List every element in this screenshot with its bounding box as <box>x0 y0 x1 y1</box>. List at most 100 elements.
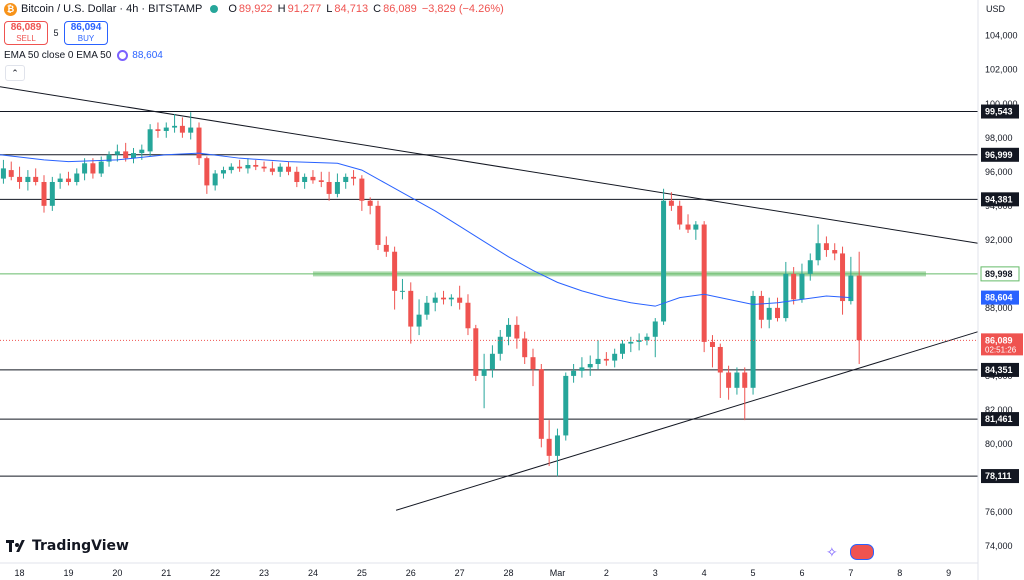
candle-body <box>261 166 267 169</box>
candle-body <box>734 372 740 388</box>
candle <box>383 236 389 257</box>
candle-body <box>123 151 129 159</box>
candle <box>302 173 308 189</box>
candle-body <box>832 250 838 254</box>
ema-line <box>0 152 851 307</box>
price-tick-label: 88,000 <box>985 303 1013 313</box>
support-zone <box>0 271 978 277</box>
candle <box>563 372 569 441</box>
time-tick-label: 22 <box>210 568 220 578</box>
candle <box>448 294 454 307</box>
candle-body <box>701 224 707 342</box>
time-tick-label: 26 <box>406 568 416 578</box>
candle <box>791 267 797 305</box>
candle <box>228 163 234 174</box>
candle-body <box>514 324 520 339</box>
candle <box>269 161 275 176</box>
time-tick-label: 3 <box>653 568 658 578</box>
candle-body <box>277 166 283 172</box>
candle <box>57 173 63 189</box>
time-tick-label: 27 <box>455 568 465 578</box>
candle-body <box>220 170 226 174</box>
indicator-legend[interactable]: EMA 50 close 0 EMA 50 88,604 <box>4 50 163 61</box>
candle-body <box>326 181 332 194</box>
support-zone-price-tag: 89,998 <box>985 269 1013 279</box>
time-tick-label: 28 <box>504 568 514 578</box>
candle <box>318 171 324 188</box>
time-tick-label: 21 <box>161 568 171 578</box>
buy-button[interactable]: 86,094 BUY <box>64 21 108 45</box>
candle <box>856 251 862 364</box>
candle <box>25 170 31 191</box>
candle-body <box>90 163 96 174</box>
collapse-legend-button[interactable]: ⌃ <box>5 65 25 81</box>
currency-label[interactable]: USD <box>986 4 1006 14</box>
candle <box>612 348 618 368</box>
candle-body <box>538 369 544 439</box>
candle-body <box>237 166 243 169</box>
candle-body <box>204 158 210 186</box>
candle <box>571 363 577 383</box>
candle <box>375 200 381 251</box>
support-zone-price-tag-bg <box>980 266 1020 282</box>
candle-body <box>579 367 585 371</box>
chart-corner-icons: ✧ <box>826 544 874 560</box>
tradingview-logo[interactable]: TradingView <box>6 538 129 554</box>
candle <box>506 318 512 346</box>
candle-body <box>783 273 789 319</box>
symbol-title[interactable]: Bitcoin / U.S. Dollar · 4h · BITSTAMP <box>21 3 203 15</box>
candle <box>261 161 267 172</box>
candle <box>196 122 202 165</box>
candle <box>807 253 813 281</box>
candle <box>17 166 23 189</box>
time-tick-label: 24 <box>308 568 318 578</box>
candle <box>473 324 479 382</box>
magic-icon[interactable]: ✧ <box>826 544 838 560</box>
candle-body <box>318 180 324 182</box>
candle-body <box>807 260 813 274</box>
candle <box>758 290 764 329</box>
candle-body <box>8 170 14 177</box>
candle-body <box>212 173 218 186</box>
candle <box>595 340 601 370</box>
candle-body <box>343 176 349 182</box>
candle <box>717 343 723 399</box>
candle <box>237 159 243 172</box>
spread-value: 5 <box>53 28 59 38</box>
candle-body <box>856 275 862 341</box>
candle-body <box>441 297 447 300</box>
countdown-label: 02:51:26 <box>985 345 1017 354</box>
time-tick-label: 6 <box>799 568 804 578</box>
candle <box>579 357 585 378</box>
candle-body <box>245 164 251 169</box>
candle-body <box>530 357 536 370</box>
candle-body <box>652 321 658 337</box>
candle-body <box>603 358 609 361</box>
candle <box>392 246 398 310</box>
candle-body <box>644 336 650 341</box>
candle <box>726 365 732 400</box>
candle <box>204 156 210 194</box>
price-tick-label: 104,000 <box>985 31 1018 41</box>
candle <box>636 333 642 351</box>
candle-body <box>114 151 120 155</box>
candle-body <box>668 200 674 206</box>
last-price-tag: 86,089 <box>985 335 1013 345</box>
candle-body <box>334 181 340 194</box>
candle-body <box>399 290 405 292</box>
sell-button[interactable]: 86,089 SELL <box>4 21 48 45</box>
candle-body <box>179 125 185 133</box>
candle-body <box>49 181 55 206</box>
symbol-header: ₿ Bitcoin / U.S. Dollar · 4h · BITSTAMP … <box>0 0 506 18</box>
candle-body <box>726 372 732 388</box>
candle-body <box>253 164 259 167</box>
time-tick-label: 5 <box>751 568 756 578</box>
candle <box>538 363 544 448</box>
us-flag-icon[interactable] <box>850 544 874 560</box>
candle <box>147 124 153 157</box>
candle-body <box>497 336 503 354</box>
trade-buttons: 86,089 SELL 5 86,094 BUY <box>4 21 108 45</box>
bitcoin-icon: ₿ <box>4 2 17 16</box>
candle-body <box>473 328 479 376</box>
